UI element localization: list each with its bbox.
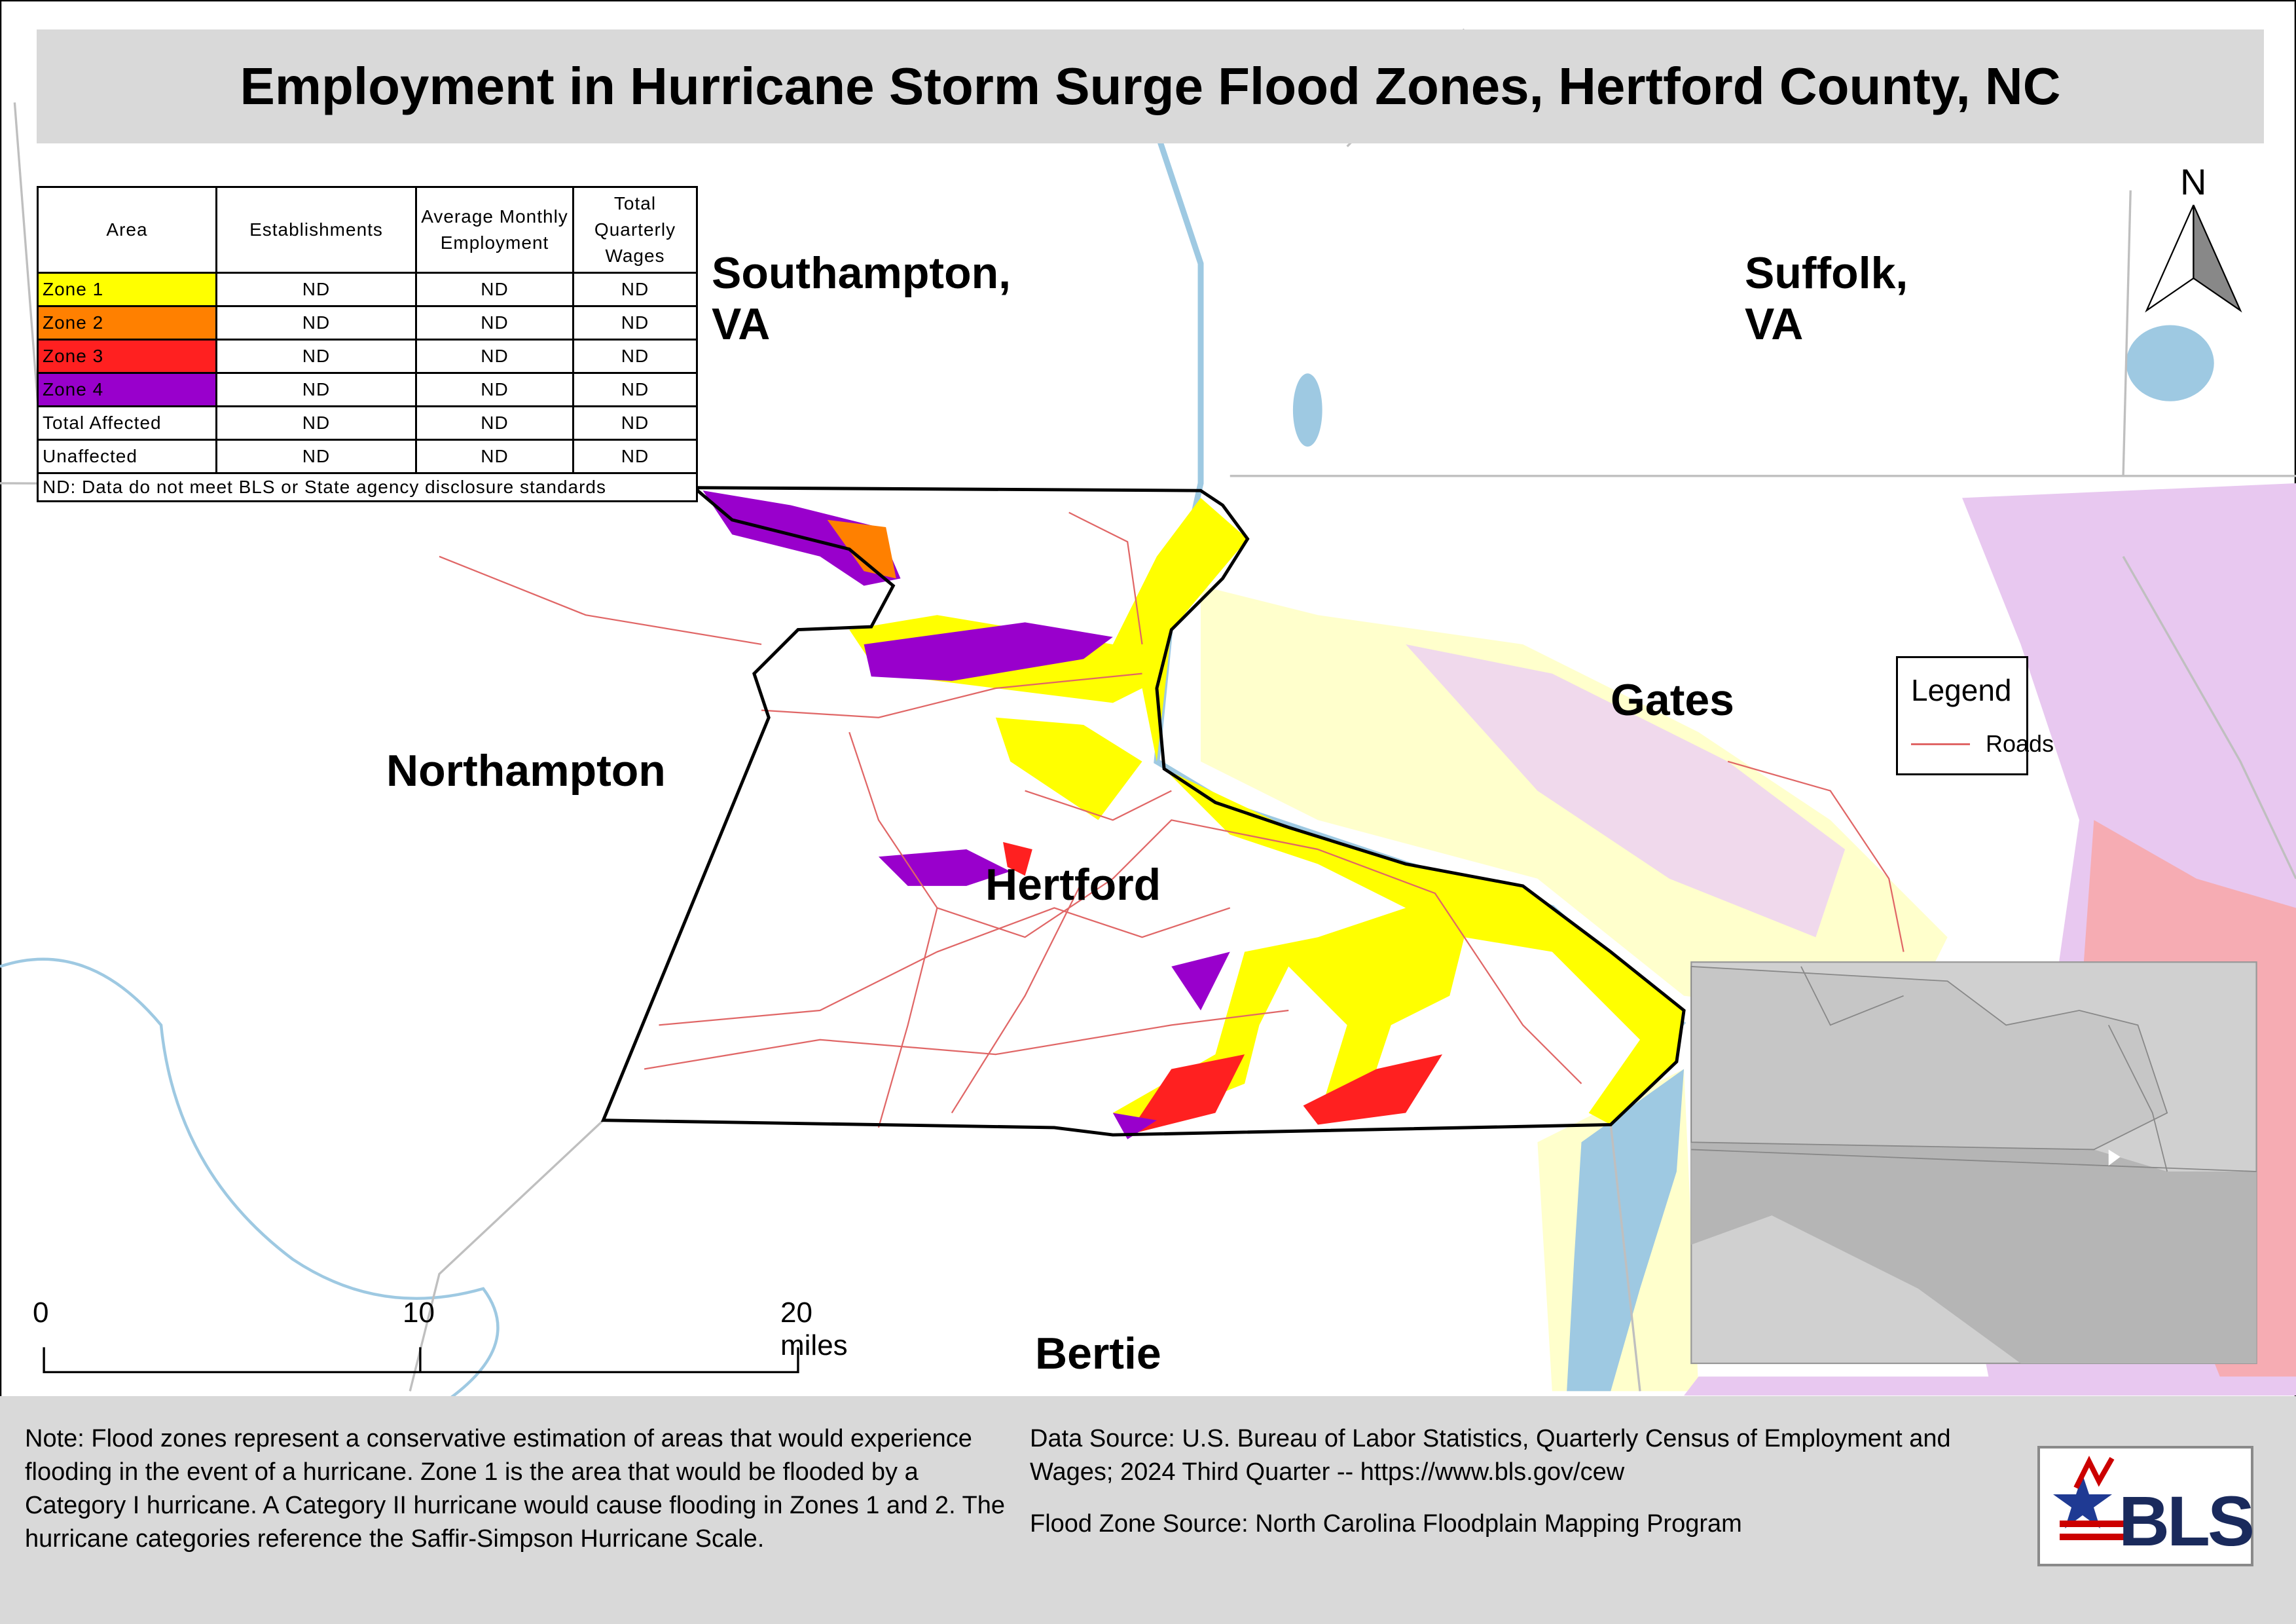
value-cell: ND xyxy=(215,372,417,407)
flood-source: Flood Zone Source: North Carolina Floodp… xyxy=(1030,1510,1742,1538)
value-cell: ND xyxy=(572,439,698,474)
value-cell: ND xyxy=(215,339,417,374)
county-outline xyxy=(600,486,1686,1137)
data-table: Area Establishments Average Monthly Empl… xyxy=(37,186,698,502)
header-cell: Area xyxy=(37,186,217,274)
header-cell: Establishments xyxy=(215,186,417,274)
area-cell: Zone 4 xyxy=(37,372,217,407)
table-row: Unaffected ND ND ND xyxy=(37,439,698,474)
area-cell: Zone 3 xyxy=(37,339,217,374)
notes-panel: Note: Flood zones represent a conservati… xyxy=(0,1396,2296,1624)
value-cell: ND xyxy=(572,305,698,341)
scale-label: 20 miles xyxy=(780,1297,848,1361)
value-cell: ND xyxy=(215,405,417,441)
inset-border xyxy=(1691,966,2257,1172)
header-cell: Average Monthly Employment xyxy=(415,186,574,274)
flood-zone xyxy=(702,490,1685,1139)
table-row: Zone 4 ND ND ND xyxy=(37,372,698,407)
area-cell: Zone 2 xyxy=(37,305,217,341)
inset-state xyxy=(1691,1142,2257,1363)
area-cell: Unaffected xyxy=(37,439,217,474)
place-label-line: Southampton, xyxy=(712,248,1011,298)
logo: BLS xyxy=(2037,1446,2255,1566)
value-cell: ND xyxy=(415,372,574,407)
header-cell: Total Quarterly Wages xyxy=(572,186,698,274)
legend-swatch xyxy=(1911,743,1970,745)
value-cell: ND xyxy=(415,439,574,474)
value-cell: ND xyxy=(215,439,417,474)
value-cell: ND xyxy=(572,405,698,441)
value-cell: ND xyxy=(215,272,417,307)
area-cell: Total Affected xyxy=(37,405,217,441)
surrounding-zone xyxy=(1684,1376,2296,1396)
place-label-line: VA xyxy=(1745,299,1804,349)
table-row: Total Affected ND ND ND xyxy=(37,405,698,441)
value-cell: ND xyxy=(572,272,698,307)
water xyxy=(1292,373,1322,447)
value-cell: ND xyxy=(572,372,698,407)
value-cell: ND xyxy=(415,405,574,441)
place-label: Suffolk, VA xyxy=(1745,248,1908,350)
place-label-line: Suffolk, xyxy=(1745,248,1908,298)
value-cell: ND xyxy=(415,339,574,374)
area-cell: Zone 1 xyxy=(37,272,217,307)
table-row: ND: Data do not meet BLS or State agency… xyxy=(37,472,698,502)
logo-text: BLS xyxy=(2119,1481,2255,1560)
river xyxy=(0,957,500,1407)
table-header: Area Establishments Average Monthly Empl… xyxy=(37,186,698,274)
data-source: Data Source: U.S. Bureau of Labor Statis… xyxy=(1030,1425,1951,1486)
logo-mark xyxy=(2053,1456,2125,1540)
legend: Legend Roads xyxy=(1896,656,2054,775)
north-label: N xyxy=(2180,161,2207,202)
title: Employment in Hurricane Storm Surge Floo… xyxy=(37,29,2264,143)
water xyxy=(2126,325,2214,401)
place-label: Southampton, VA xyxy=(712,248,1011,350)
place-label: Bertie xyxy=(1035,1329,1161,1378)
table-row: Zone 3 ND ND ND xyxy=(37,339,698,374)
place-label: Hertford xyxy=(985,860,1161,910)
legend-title: Legend xyxy=(1911,673,2012,707)
table-row: Zone 2 ND ND ND xyxy=(37,305,698,341)
table-row: Zone 1 ND ND ND xyxy=(37,272,698,307)
table-note: ND: Data do not meet BLS or State agency… xyxy=(37,472,698,502)
road xyxy=(439,511,1904,1128)
legend-item: Roads xyxy=(1911,730,2054,758)
value-cell: ND xyxy=(572,339,698,374)
flood-note: Note: Flood zones represent a conservati… xyxy=(25,1425,1005,1553)
scale-bar xyxy=(43,1347,799,1374)
surrounding-zone xyxy=(1406,644,1846,938)
water xyxy=(1567,1069,1685,1392)
inset-highlight xyxy=(2108,1149,2121,1166)
value-cell: ND xyxy=(215,305,417,341)
legend-label: Roads xyxy=(1986,730,2054,757)
value-cell: ND xyxy=(415,272,574,307)
north-arrow xyxy=(2193,204,2242,313)
table-body: Zone 1 ND ND ND Zone 2 ND ND ND Zone 3 ND ND ND Zone… xyxy=(37,272,698,502)
place-label-line: VA xyxy=(712,299,771,349)
place-label: Gates xyxy=(1611,675,1734,725)
place-label: Northampton xyxy=(386,746,666,796)
inset-state xyxy=(1690,965,2168,1151)
value-cell: ND xyxy=(415,305,574,341)
scale-label: 10 xyxy=(403,1297,435,1329)
scale-label: 0 xyxy=(33,1297,49,1329)
